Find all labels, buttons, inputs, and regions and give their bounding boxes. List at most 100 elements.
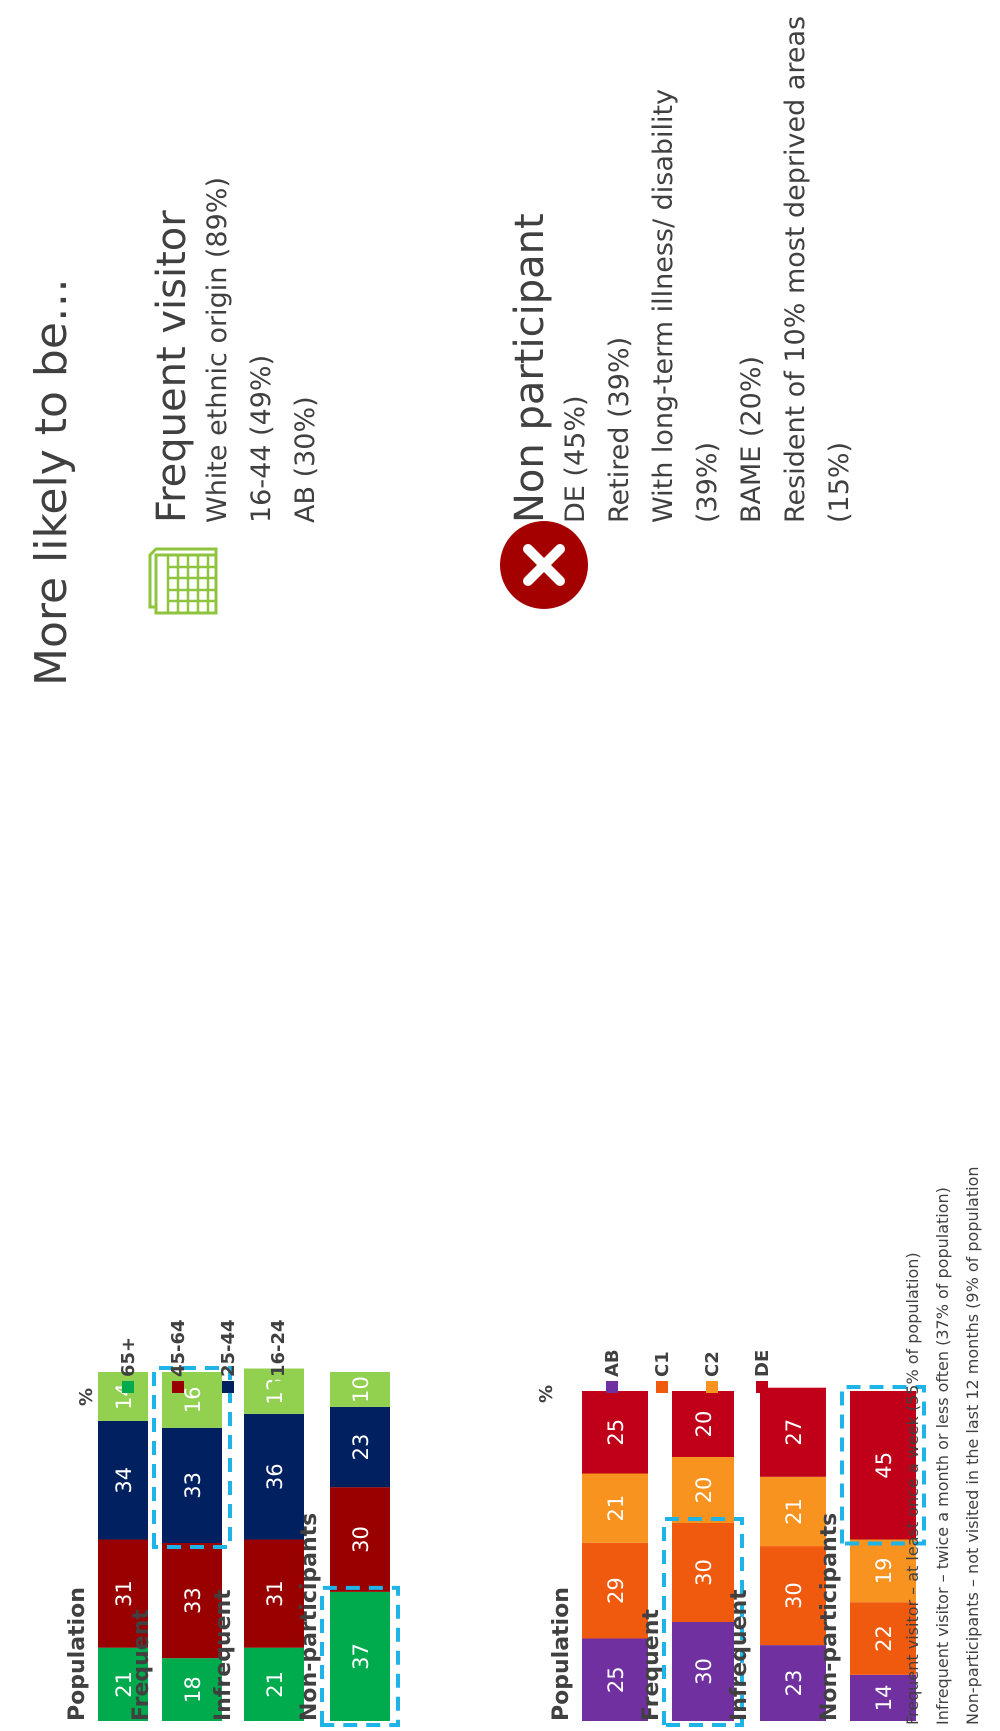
data-label: 22 bbox=[872, 1625, 896, 1652]
data-label: 25 bbox=[604, 1666, 628, 1693]
footnote: Frequent visitor – at least once a week … bbox=[903, 1252, 922, 1725]
data-label: 14 bbox=[872, 1685, 896, 1712]
data-label: 18 bbox=[181, 1676, 205, 1703]
bar-segment bbox=[850, 1539, 916, 1603]
non-participant-heading: Non participant bbox=[507, 213, 553, 523]
legend-label: 25-44 bbox=[218, 1319, 239, 1377]
legend-swatch bbox=[706, 1381, 718, 1393]
legend-swatch bbox=[656, 1381, 668, 1393]
category-label: Non-participants bbox=[297, 1513, 322, 1721]
bar-segment bbox=[582, 1542, 648, 1639]
category-label: Frequent bbox=[639, 1609, 664, 1721]
data-label: 30 bbox=[692, 1658, 716, 1685]
bar-segment bbox=[162, 1543, 222, 1659]
bar-segment bbox=[850, 1602, 916, 1675]
bar-segment bbox=[330, 1406, 390, 1488]
bar-segment bbox=[582, 1473, 648, 1543]
data-label: 20 bbox=[692, 1411, 716, 1438]
frequent-item: AB (30%) bbox=[290, 396, 321, 523]
data-label: 30 bbox=[782, 1582, 806, 1609]
data-label: 37 bbox=[349, 1643, 373, 1670]
highlight-box bbox=[840, 1385, 926, 1546]
category-label: Infrequent bbox=[211, 1589, 236, 1721]
frequent-profile: Frequent visitor White ethnic origin (89… bbox=[148, 177, 328, 523]
non-participant-profile: Non participant DE (45%) Retired (39%) W… bbox=[506, 13, 862, 523]
legend-swatch bbox=[272, 1381, 284, 1393]
legend-label: AB bbox=[602, 1349, 623, 1377]
legend-label: DE bbox=[752, 1350, 773, 1377]
frequent-item: 16-44 (49%) bbox=[246, 354, 277, 523]
frequent-item: White ethnic origin (89%) bbox=[202, 177, 233, 523]
category-label: Population bbox=[549, 1587, 574, 1721]
bar-segment bbox=[162, 1658, 222, 1721]
data-label: 29 bbox=[604, 1577, 628, 1604]
bar-segment bbox=[672, 1622, 734, 1721]
unit-label: % bbox=[536, 1385, 557, 1403]
legend-label: 16-24 bbox=[268, 1319, 289, 1377]
cross-circle-icon bbox=[498, 519, 590, 611]
legend-swatch bbox=[756, 1381, 768, 1393]
bar-segment bbox=[760, 1546, 826, 1646]
bar-segment bbox=[244, 1539, 304, 1648]
bar-segment bbox=[760, 1645, 826, 1721]
data-label: 21 bbox=[263, 1671, 287, 1698]
legend-label: C2 bbox=[702, 1351, 723, 1377]
legend-swatch bbox=[172, 1381, 184, 1393]
legend-swatch bbox=[606, 1381, 618, 1393]
bar-segment bbox=[850, 1391, 916, 1540]
bar-segment bbox=[672, 1457, 734, 1523]
bar-segment bbox=[672, 1523, 734, 1622]
bar-segment bbox=[760, 1387, 826, 1477]
non-participant-item: Retired (39%) bbox=[604, 336, 635, 523]
legend-swatch bbox=[222, 1381, 234, 1393]
data-label: 19 bbox=[872, 1557, 896, 1584]
bar-segment bbox=[244, 1413, 304, 1540]
bar-segment bbox=[98, 1371, 148, 1421]
data-label: 27 bbox=[782, 1419, 806, 1446]
data-label: 25 bbox=[604, 1419, 628, 1446]
data-label: 30 bbox=[692, 1559, 716, 1586]
footnotes: Frequent visitor – at least once a week … bbox=[898, 1166, 988, 1725]
category-label: Frequent bbox=[129, 1609, 154, 1721]
highlight-box bbox=[320, 1585, 400, 1727]
non-participant-item: BAME (20%) bbox=[736, 355, 767, 523]
data-label: 10 bbox=[349, 1376, 373, 1403]
data-label: 34 bbox=[112, 1467, 136, 1494]
bar-segment bbox=[760, 1476, 826, 1547]
bar-segment bbox=[582, 1391, 648, 1474]
bar-segment bbox=[672, 1391, 734, 1457]
bar-segment bbox=[850, 1674, 916, 1721]
footnote: Non-participants – not visited in the la… bbox=[963, 1166, 982, 1725]
data-label: 23 bbox=[349, 1434, 373, 1461]
data-label: 33 bbox=[181, 1472, 205, 1499]
bar-segment bbox=[162, 1427, 222, 1544]
unit-label: % bbox=[76, 1388, 97, 1406]
data-label: 36 bbox=[263, 1463, 287, 1490]
legend-label: C1 bbox=[652, 1351, 673, 1377]
data-label: 20 bbox=[692, 1477, 716, 1504]
non-participant-item: With long-term illness/ disability (39%) bbox=[648, 88, 723, 523]
bar-segment bbox=[330, 1591, 390, 1721]
data-label: 16 bbox=[181, 1387, 205, 1414]
category-label: Infrequent bbox=[727, 1589, 752, 1721]
panel-title: More likely to be… bbox=[26, 278, 77, 686]
data-label: 30 bbox=[349, 1526, 373, 1553]
data-label: 31 bbox=[263, 1580, 287, 1607]
bar-segment bbox=[582, 1638, 648, 1721]
data-label: 45 bbox=[872, 1452, 896, 1479]
bar-segment bbox=[98, 1420, 148, 1540]
calendar-icon bbox=[142, 537, 226, 621]
legend-label: 45-64 bbox=[168, 1319, 189, 1377]
bar-segment bbox=[98, 1647, 148, 1721]
category-label: Population bbox=[65, 1587, 90, 1721]
category-label: Non-participants bbox=[817, 1513, 842, 1721]
data-label: 31 bbox=[112, 1580, 136, 1607]
legend-swatch bbox=[122, 1381, 134, 1393]
data-label: 21 bbox=[604, 1495, 628, 1522]
bar-segment bbox=[330, 1487, 390, 1592]
non-participant-item: DE (45%) bbox=[560, 395, 591, 523]
footnote: Infrequent visitor – twice a month or le… bbox=[933, 1187, 952, 1725]
bar-segment bbox=[244, 1647, 304, 1721]
